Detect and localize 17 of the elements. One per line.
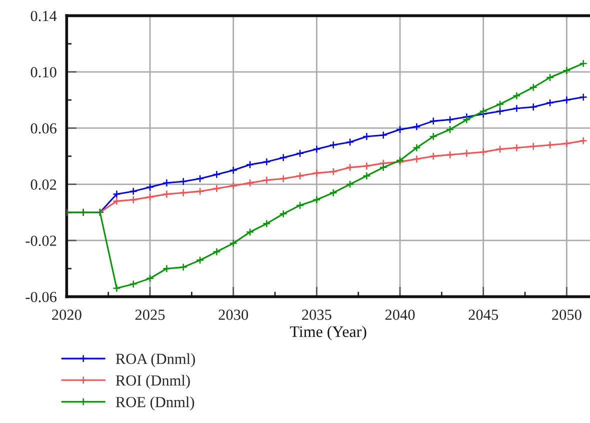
legend-label: ROI (Dnml) <box>116 374 190 389</box>
x-tick-label: 2050 <box>552 310 582 320</box>
x-axis-title: Time (Year) <box>290 326 366 340</box>
x-tick-label: 2045 <box>468 310 498 320</box>
x-tick-label: 2025 <box>135 310 165 320</box>
legend-label: ROE (Dnml) <box>116 396 194 410</box>
legend-label: ROA (Dnml) <box>116 353 195 368</box>
y-tick-label: 0.02 <box>30 179 56 190</box>
x-tick-label: 2035 <box>302 310 332 320</box>
y-tick-label: 0.06 <box>30 123 56 134</box>
x-tick-label: 2040 <box>385 310 415 320</box>
x-tick-label: 2030 <box>218 310 248 320</box>
y-tick-label: 0.10 <box>30 67 56 78</box>
x-tick-label: 2020 <box>52 310 82 320</box>
y-tick-label: 0.14 <box>30 10 57 22</box>
y-tick-label: -0.02 <box>26 236 56 246</box>
y-tick-label: -0.06 <box>26 292 56 302</box>
